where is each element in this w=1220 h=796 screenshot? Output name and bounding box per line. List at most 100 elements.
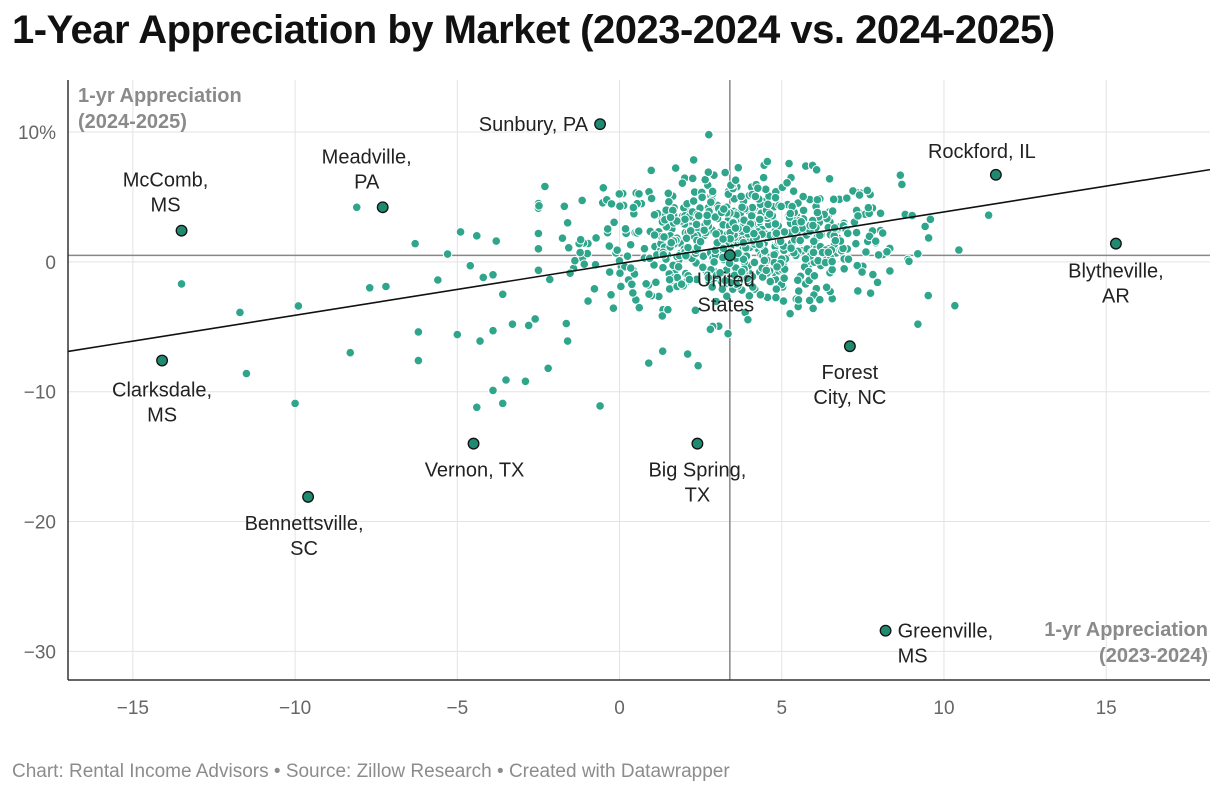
data-point [925,214,936,225]
data-point [897,179,907,190]
highlighted-point [467,437,480,450]
data-point [659,232,669,242]
highlighted-point [691,437,704,450]
data-point [854,190,865,200]
data-point [800,254,811,264]
data-point [711,296,721,307]
x-axis-label-line: (2023-2024) [1099,645,1208,667]
data-point [875,208,886,219]
data-point [864,231,875,242]
data-point [913,248,923,259]
data-point [873,250,884,260]
point-label: Greenville, MS [898,621,994,668]
data-point [720,167,730,178]
data-point [707,186,718,197]
chart-title: 1-Year Appreciation by Market (2023-2024… [12,8,1055,52]
y-axis-label-line: (2024-2025) [78,111,187,133]
data-point [697,262,708,273]
data-point [410,238,420,249]
data-point [699,225,709,236]
data-point [721,291,732,302]
data-point [685,225,696,236]
data-point [718,234,728,244]
data-point [857,267,867,277]
data-point [657,346,668,356]
data-point [842,228,853,239]
data-point [478,272,489,283]
data-point [737,202,747,213]
data-point [520,376,531,387]
data-point [828,194,839,205]
data-point [885,266,895,276]
point-label-line: TX [685,485,711,507]
data-point [413,355,424,366]
point-label-line: MS [147,405,177,427]
data-point [795,235,805,246]
data-point [746,211,757,221]
data-point [561,318,572,329]
x-tick-label: 15 [1096,698,1117,719]
data-point [533,228,544,239]
x-tick-label: 0 [614,698,625,719]
data-point [646,193,657,204]
data-point [608,303,619,314]
data-point [788,186,799,196]
data-point [720,275,731,286]
data-point [811,165,822,175]
data-point [543,363,553,374]
data-point [507,319,518,329]
highlighted-point [302,490,315,503]
data-point [627,279,637,290]
x-tick-label: −5 [446,698,468,719]
data-point [663,304,673,315]
data-point [620,224,631,234]
point-label: Meadville, PA [322,146,412,193]
data-point [688,196,699,206]
data-point [733,162,744,173]
data-point [754,214,765,225]
data-point [465,260,476,271]
y-axis-label-line: 1-yr Appreciation [78,85,242,107]
data-point [744,291,755,301]
data-point [575,247,585,258]
data-point [565,268,575,278]
data-point [625,239,636,250]
data-point [646,165,657,176]
grid [68,80,1210,680]
data-point [681,233,692,244]
data-point [625,263,636,273]
data-point [293,301,304,311]
data-point [771,284,782,294]
data-point [829,223,840,233]
highlighted-point [843,340,856,353]
data-point [688,155,699,165]
data-point [649,230,660,240]
data-point [680,214,690,225]
data-point [815,294,825,305]
data-point [865,288,876,298]
data-point [827,206,838,216]
data-point [497,398,508,409]
data-point [579,259,590,270]
data-point [770,192,781,203]
data-point [758,172,769,183]
axis-notes: 1-yr Appreciation (2024-2025)1-yr Appreci… [78,85,1208,667]
data-point [749,228,759,239]
data-point [741,224,752,235]
data-point [785,208,796,219]
data-point [798,191,808,202]
data-point [235,307,245,318]
data-point [839,264,849,274]
data-point [771,292,781,303]
data-point [664,197,674,207]
point-label-line: MS [898,646,928,668]
data-point [830,235,841,246]
data-point [455,227,466,237]
data-point [663,188,674,199]
data-point [717,284,728,295]
data-point [747,282,758,292]
x-tick-label: −15 [117,698,149,719]
data-point [452,329,463,340]
point-label: Big Spring, TX [648,460,746,507]
data-point [709,257,719,267]
